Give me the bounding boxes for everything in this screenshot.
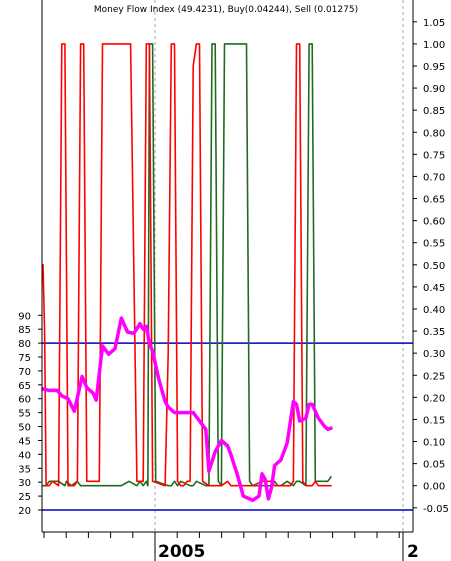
right-axis: 1.05 1.00 0.95 0.90 0.85 0.80 0.75 0.70 0.65 0.60… (413, 18, 449, 515)
right-tick-label: 0.50 (423, 261, 445, 272)
right-tick-label: 0.30 (423, 349, 445, 360)
right-tick-label: 0.85 (423, 106, 445, 117)
level-lines (42, 342, 413, 511)
x-axis: 2005 2 (43, 532, 419, 561)
right-tick-label: 0.40 (423, 305, 445, 316)
left-tick-label: 65 (18, 381, 31, 392)
left-tick-label: 50 (18, 423, 31, 434)
left-tick-label: 55 (18, 409, 31, 420)
right-tick-label: 0.55 (423, 239, 445, 250)
left-axis: 90 85 80 75 70 65 60 55 50 45 40 35 30 25 20 (18, 311, 42, 517)
left-tick-label: 40 (18, 450, 31, 461)
right-tick-label: 0.75 (423, 150, 445, 161)
right-tick-label: 0.05 (423, 460, 445, 471)
right-tick-label: 0.90 (423, 84, 445, 95)
right-tick-label: 0.15 (423, 415, 445, 426)
right-tick-label: 0.00 (423, 482, 445, 493)
sell-line (42, 43, 332, 487)
series-group (41, 43, 333, 503)
vertical-gridlines (154, 0, 404, 532)
right-tick-label: 0.35 (423, 327, 445, 338)
right-tick-label: -0.05 (423, 504, 449, 515)
left-tick-label: 85 (18, 325, 31, 336)
x-label: 2005 (158, 542, 205, 561)
right-tick-label: 0.95 (423, 62, 445, 73)
left-tick-label: 35 (18, 464, 31, 475)
left-tick-label: 25 (18, 492, 31, 503)
right-tick-label: 0.10 (423, 438, 445, 449)
right-tick-label: 1.00 (423, 40, 445, 51)
x-label: 2 (407, 542, 419, 561)
right-tick-label: 1.05 (423, 18, 445, 29)
right-tick-label: 0.65 (423, 195, 445, 206)
right-tick-label: 0.60 (423, 217, 445, 228)
left-tick-label: 60 (18, 395, 31, 406)
left-tick-label: 70 (18, 367, 31, 378)
left-tick-label: 20 (18, 506, 31, 517)
right-tick-label: 0.80 (423, 128, 445, 139)
right-tick-label: 0.25 (423, 371, 445, 382)
left-tick-label: 75 (18, 353, 31, 364)
right-tick-label: 0.20 (423, 393, 445, 404)
right-tick-label: 0.70 (423, 172, 445, 183)
right-tick-label: 0.45 (423, 283, 445, 294)
left-tick-label: 80 (18, 339, 31, 350)
left-tick-label: 45 (18, 436, 31, 447)
left-tick-label: 90 (18, 311, 31, 322)
mfi-line (41, 316, 333, 503)
left-tick-label: 30 (18, 478, 31, 489)
chart-title: Money Flow Index (49.4231), Buy(0.04244)… (94, 5, 358, 15)
